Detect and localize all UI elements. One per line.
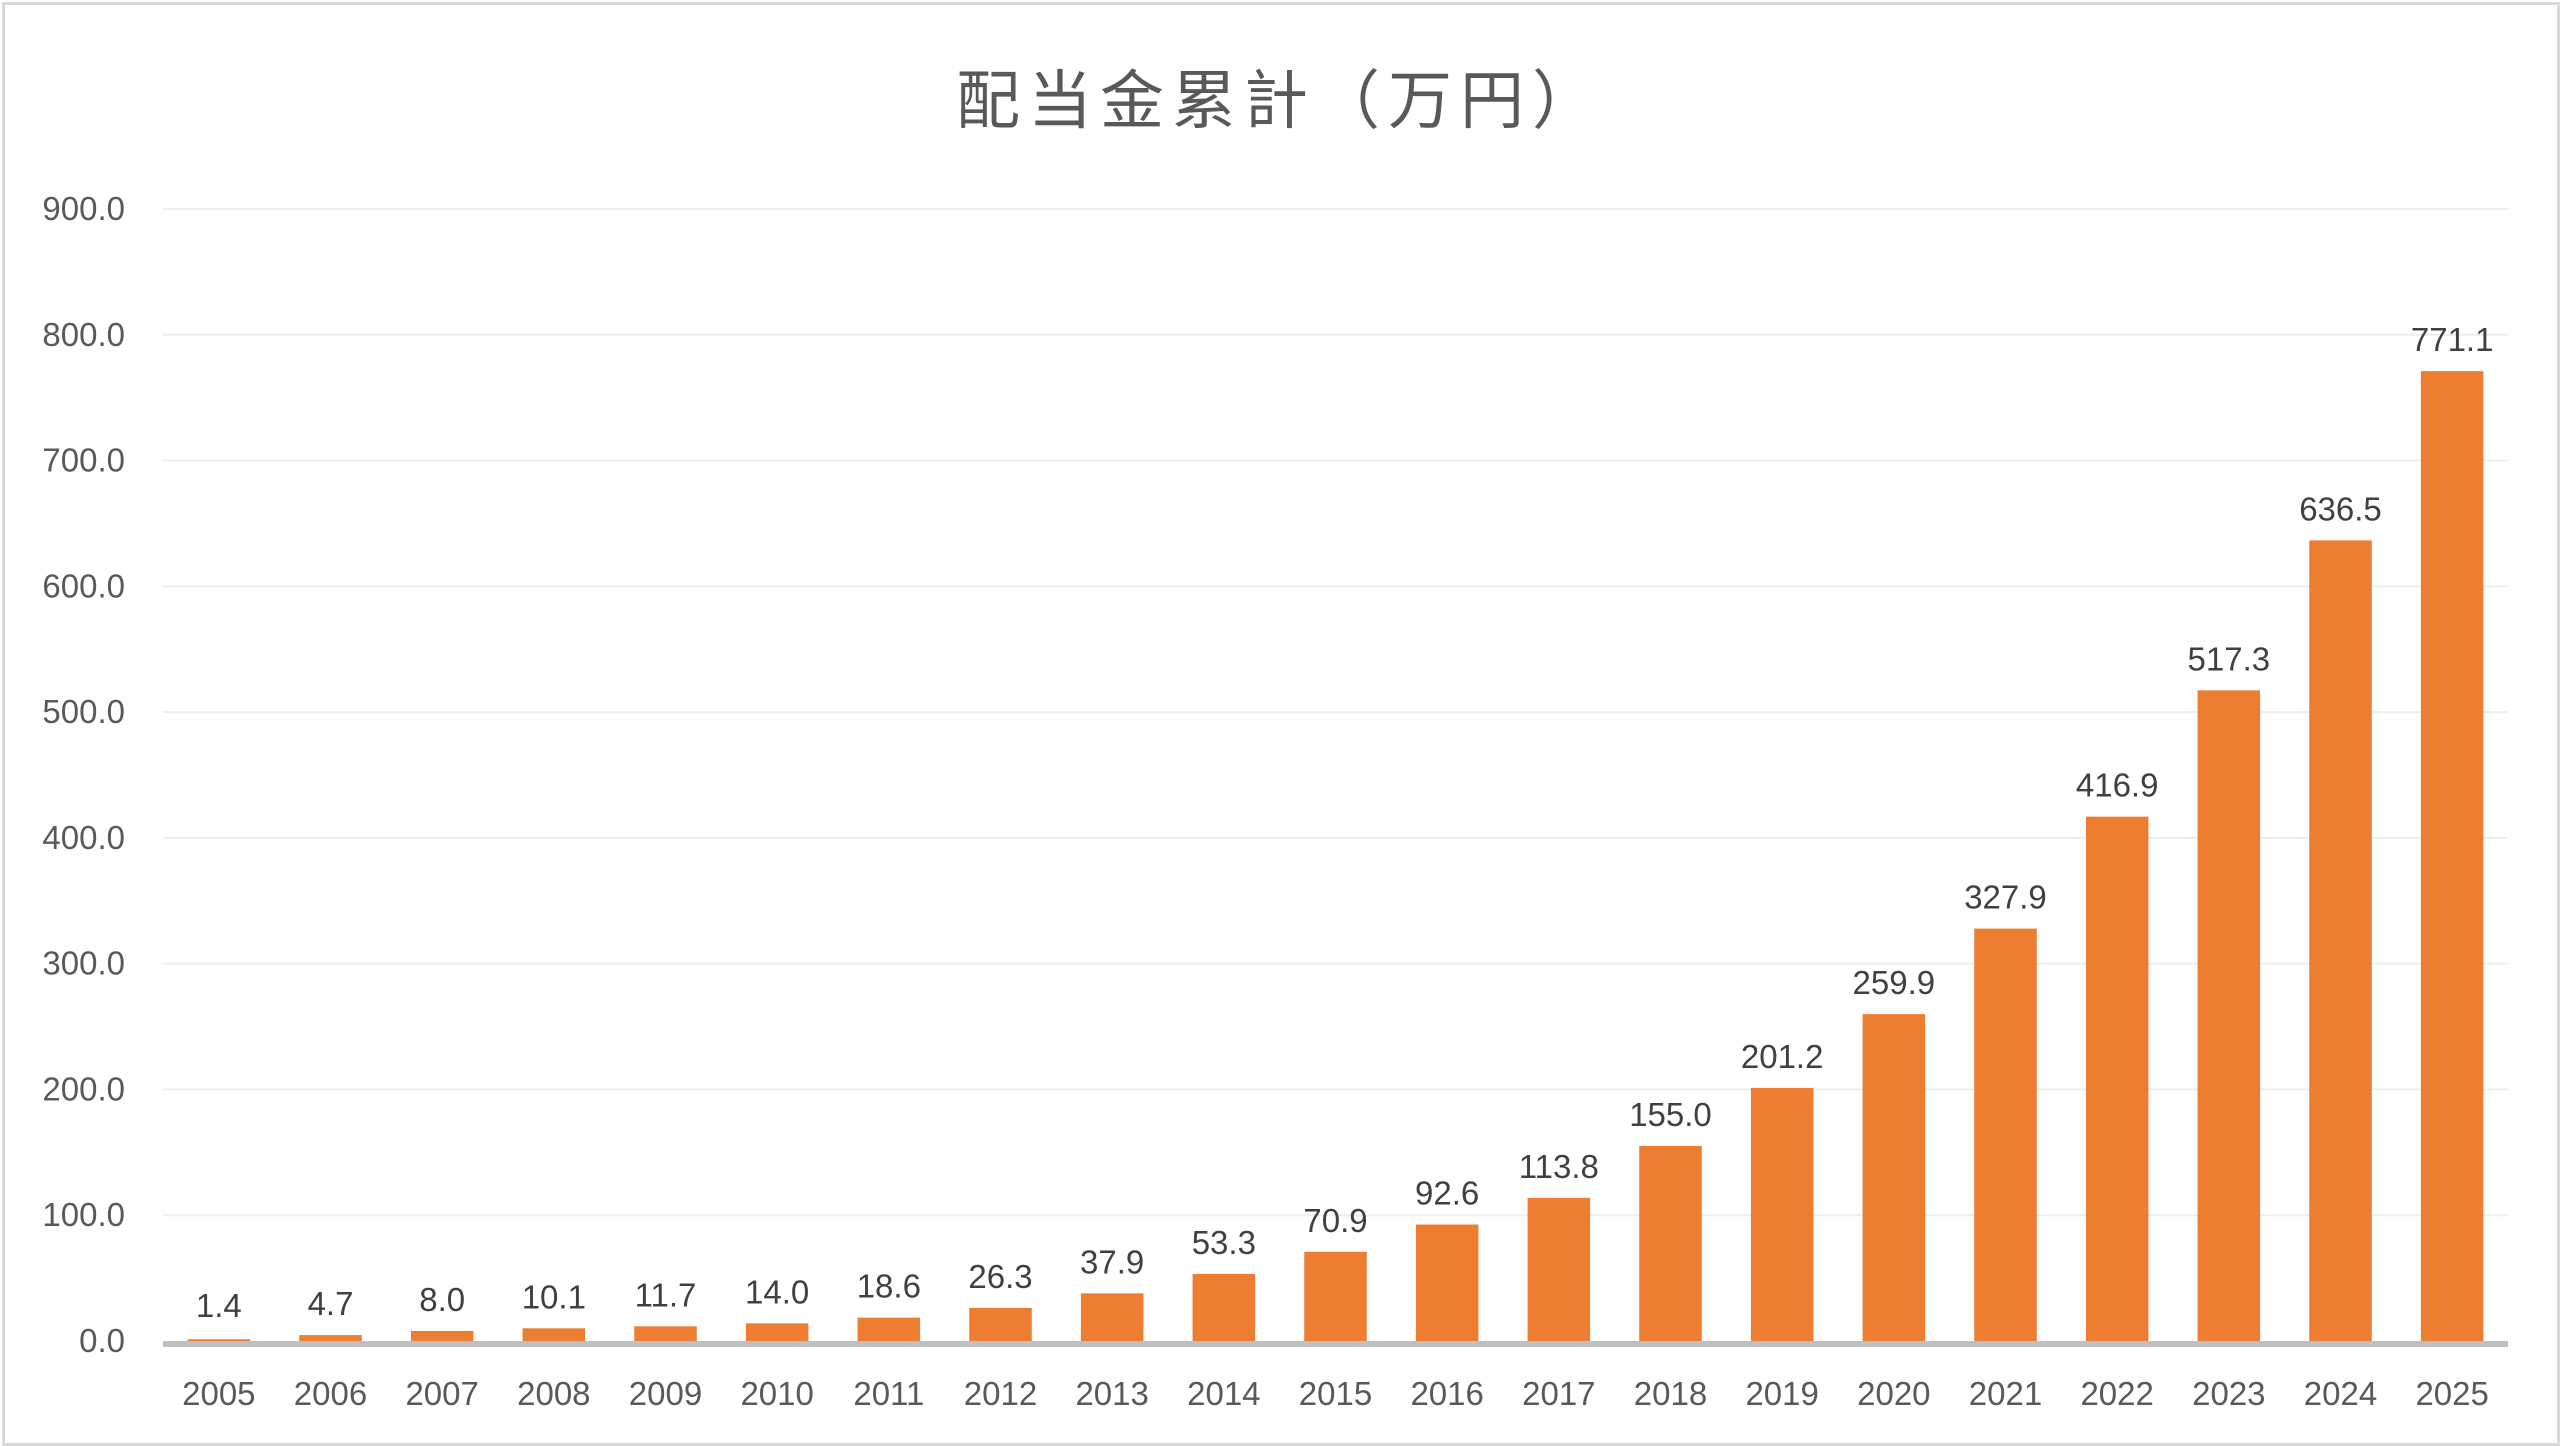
bar xyxy=(1192,1273,1256,1341)
bar xyxy=(1750,1087,1814,1341)
chart-title: 配当金累計（万円） xyxy=(956,65,1604,139)
x-tick-label: 2011 xyxy=(853,1375,924,1412)
x-tick-label: 2009 xyxy=(629,1375,702,1412)
x-tick-label: 2016 xyxy=(1410,1375,1483,1412)
x-tick-label: 2023 xyxy=(2192,1375,2265,1412)
x-tick-label: 2007 xyxy=(405,1375,478,1412)
x-tick-label: 2012 xyxy=(964,1375,1037,1412)
y-tick-label: 800.0 xyxy=(42,316,125,353)
bar xyxy=(2309,540,2372,1341)
x-tick-label: 2021 xyxy=(1969,1375,2042,1412)
x-tick-label: 2018 xyxy=(1634,1375,1707,1412)
data-label: 201.2 xyxy=(1741,1038,1824,1075)
bar xyxy=(969,1307,1032,1341)
data-label: 327.9 xyxy=(1964,879,2047,916)
y-tick-label: 700.0 xyxy=(42,442,125,479)
bar xyxy=(2085,816,2149,1341)
bar xyxy=(1974,928,2037,1341)
bar xyxy=(2197,690,2261,1341)
x-tick-label: 2020 xyxy=(1857,1375,1930,1412)
data-label: 53.3 xyxy=(1192,1224,1256,1261)
bar xyxy=(299,1335,362,1341)
data-label: 155.0 xyxy=(1629,1096,1712,1133)
data-label: 636.5 xyxy=(2299,490,2382,527)
x-tick-label: 2015 xyxy=(1299,1375,1372,1412)
x-tick-label: 2008 xyxy=(517,1375,590,1412)
data-label: 10.1 xyxy=(522,1278,586,1315)
y-tick-label: 0.0 xyxy=(79,1322,125,1359)
bar xyxy=(2420,371,2484,1341)
data-label: 1.4 xyxy=(196,1287,242,1324)
data-label: 37.9 xyxy=(1080,1243,1144,1280)
bar xyxy=(1304,1251,1367,1341)
x-tick-label: 2017 xyxy=(1522,1375,1595,1412)
bar xyxy=(857,1317,921,1341)
x-tick-label: 2005 xyxy=(182,1375,255,1412)
data-label: 26.3 xyxy=(968,1258,1032,1295)
bar xyxy=(1080,1293,1144,1341)
data-label: 70.9 xyxy=(1303,1202,1367,1239)
data-label: 259.9 xyxy=(1853,964,1936,1001)
data-label: 517.3 xyxy=(2188,640,2271,677)
y-tick-label: 500.0 xyxy=(42,693,125,730)
bar xyxy=(634,1326,697,1341)
x-tick-label: 2025 xyxy=(2415,1375,2488,1412)
y-tick-label: 200.0 xyxy=(42,1070,125,1107)
y-tick-label: 100.0 xyxy=(42,1196,125,1233)
bar xyxy=(187,1339,251,1341)
x-tick-label: 2019 xyxy=(1745,1375,1818,1412)
bar xyxy=(1527,1197,1591,1341)
data-label: 92.6 xyxy=(1415,1175,1479,1212)
x-tick-label: 2022 xyxy=(2080,1375,2153,1412)
y-tick-label: 400.0 xyxy=(42,819,125,856)
data-label: 11.7 xyxy=(635,1276,697,1313)
bar xyxy=(745,1323,809,1341)
data-label: 771.1 xyxy=(2411,321,2494,358)
x-tick-label: 2010 xyxy=(740,1375,813,1412)
y-tick-label: 900.0 xyxy=(42,190,125,227)
bar xyxy=(522,1328,586,1341)
bar xyxy=(1639,1146,1702,1341)
x-tick-label: 2014 xyxy=(1187,1375,1260,1412)
data-label: 8.0 xyxy=(419,1281,465,1318)
data-label: 113.8 xyxy=(1519,1148,1599,1185)
bar xyxy=(410,1330,474,1341)
x-tick-label: 2024 xyxy=(2304,1375,2377,1412)
bar xyxy=(1862,1014,1926,1341)
data-label: 416.9 xyxy=(2076,767,2159,804)
bar xyxy=(1415,1224,1479,1341)
y-tick-label: 600.0 xyxy=(42,567,125,604)
y-tick-label: 300.0 xyxy=(42,945,125,982)
data-label: 14.0 xyxy=(745,1273,809,1310)
x-tick-label: 2006 xyxy=(294,1375,367,1412)
x-tick-label: 2013 xyxy=(1075,1375,1148,1412)
data-label: 4.7 xyxy=(308,1285,354,1322)
data-label: 18.6 xyxy=(857,1268,921,1305)
